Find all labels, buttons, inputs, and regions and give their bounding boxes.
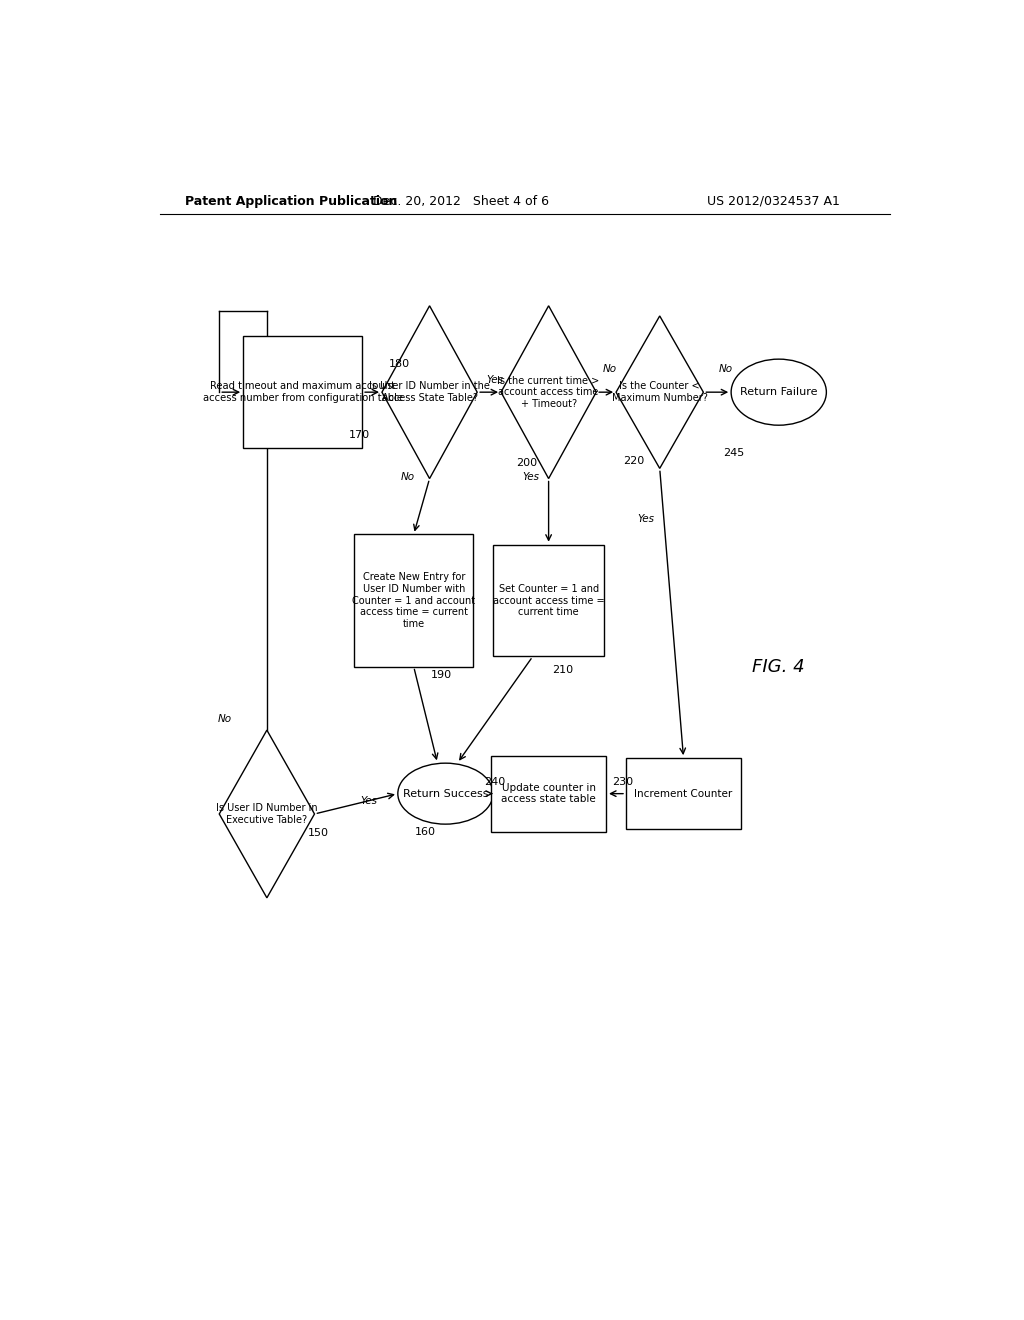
FancyBboxPatch shape bbox=[492, 755, 606, 832]
Text: Return Failure: Return Failure bbox=[740, 387, 817, 397]
Text: Create New Entry for
User ID Number with
Counter = 1 and account
access time = c: Create New Entry for User ID Number with… bbox=[352, 573, 475, 628]
Text: 200: 200 bbox=[516, 458, 537, 469]
Text: No: No bbox=[218, 714, 231, 725]
Text: Is User ID Number in
Executive Table?: Is User ID Number in Executive Table? bbox=[216, 803, 317, 825]
Text: FIG. 4: FIG. 4 bbox=[753, 657, 805, 676]
Polygon shape bbox=[382, 306, 477, 479]
Text: Is User ID Number in the
Access State Table?: Is User ID Number in the Access State Ta… bbox=[369, 381, 490, 403]
Text: 160: 160 bbox=[415, 828, 436, 837]
Polygon shape bbox=[501, 306, 596, 479]
Ellipse shape bbox=[398, 763, 494, 824]
Text: 220: 220 bbox=[623, 457, 644, 466]
FancyBboxPatch shape bbox=[354, 535, 473, 667]
Text: Set Counter = 1 and
account access time =
current time: Set Counter = 1 and account access time … bbox=[493, 583, 604, 618]
Text: Yes: Yes bbox=[522, 471, 539, 482]
Text: Patent Application Publication: Patent Application Publication bbox=[185, 194, 397, 207]
FancyBboxPatch shape bbox=[243, 337, 362, 447]
Text: Is the Counter <
Maximum Number?: Is the Counter < Maximum Number? bbox=[611, 381, 708, 403]
Polygon shape bbox=[219, 730, 314, 898]
Text: 240: 240 bbox=[484, 777, 505, 788]
Text: Read timeout and maximum account
access number from configuration table: Read timeout and maximum account access … bbox=[203, 381, 402, 403]
Text: US 2012/0324537 A1: US 2012/0324537 A1 bbox=[708, 194, 841, 207]
Text: 230: 230 bbox=[612, 777, 633, 788]
Text: Yes: Yes bbox=[486, 375, 503, 385]
Text: Update counter in
access state table: Update counter in access state table bbox=[501, 783, 596, 804]
Text: Yes: Yes bbox=[360, 796, 377, 805]
FancyBboxPatch shape bbox=[626, 758, 741, 829]
Text: Yes: Yes bbox=[637, 515, 654, 524]
Text: 245: 245 bbox=[723, 449, 744, 458]
Text: Is the current time >
account access time
+ Timeout?: Is the current time > account access tim… bbox=[498, 376, 600, 409]
Text: No: No bbox=[719, 364, 732, 374]
Text: 190: 190 bbox=[431, 669, 452, 680]
Text: Increment Counter: Increment Counter bbox=[635, 788, 732, 799]
Text: No: No bbox=[603, 364, 616, 374]
Text: Return Success: Return Success bbox=[402, 788, 488, 799]
FancyBboxPatch shape bbox=[494, 545, 604, 656]
Text: Dec. 20, 2012   Sheet 4 of 6: Dec. 20, 2012 Sheet 4 of 6 bbox=[374, 194, 549, 207]
Ellipse shape bbox=[731, 359, 826, 425]
Text: 150: 150 bbox=[308, 828, 329, 838]
Text: 210: 210 bbox=[552, 665, 573, 675]
Text: 180: 180 bbox=[389, 359, 410, 368]
Polygon shape bbox=[616, 315, 703, 469]
Text: 170: 170 bbox=[349, 430, 371, 440]
Text: No: No bbox=[400, 471, 415, 482]
